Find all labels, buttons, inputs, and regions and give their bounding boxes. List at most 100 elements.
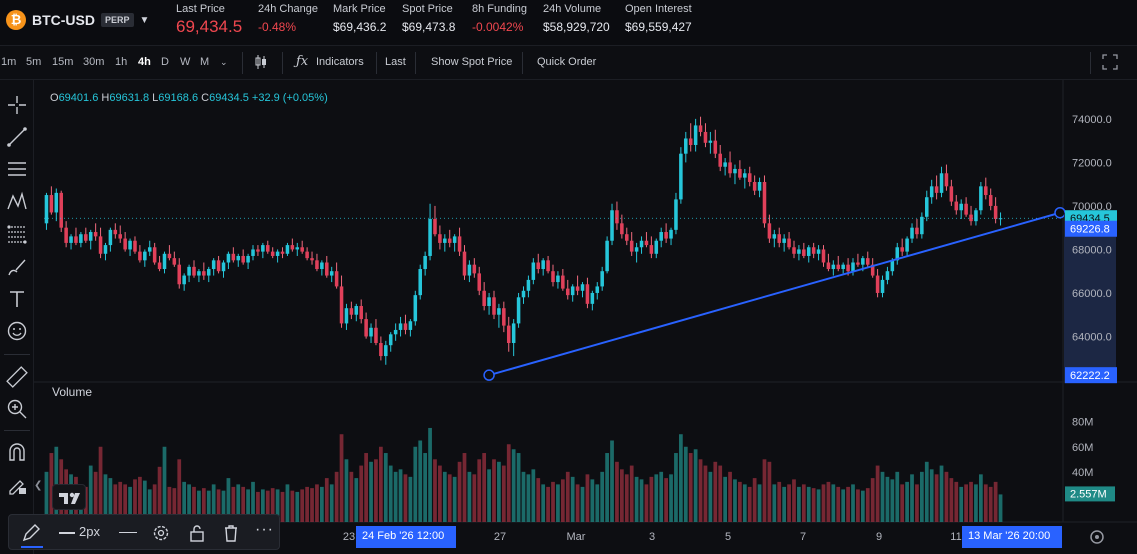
volume-bar [142, 480, 147, 522]
timeframe-m[interactable]: M [200, 56, 210, 68]
candle-body [374, 327, 378, 344]
candle-body [826, 262, 831, 270]
candle [644, 232, 649, 248]
ohlc-close: 69434.5 [209, 92, 249, 104]
timeframe-d[interactable]: D [161, 56, 169, 68]
candle [231, 247, 236, 263]
unlock-icon[interactable] [187, 523, 207, 543]
pattern-tool-icon[interactable] [6, 191, 28, 213]
magnet-icon[interactable] [6, 442, 28, 464]
candle [802, 242, 806, 259]
candle [747, 166, 752, 187]
fullscreen-icon[interactable] [1102, 54, 1118, 70]
candle-body [325, 262, 329, 276]
candle [261, 242, 265, 259]
candle [580, 282, 585, 298]
text-tool-icon[interactable] [6, 288, 28, 310]
volume-bar [693, 449, 698, 522]
time-tick-label: 11 [950, 531, 961, 543]
volume-bar [506, 444, 511, 522]
candle [182, 273, 186, 291]
volume-bar [305, 486, 309, 522]
candle [315, 253, 319, 272]
tradingview-logo-icon[interactable] [52, 484, 86, 510]
candle [467, 260, 472, 283]
volume-bar [334, 471, 339, 522]
crosshair-icon[interactable] [6, 94, 28, 116]
candle-body [880, 279, 885, 293]
candle-body [674, 199, 678, 230]
line-style-icon[interactable] [119, 532, 137, 533]
candle [497, 303, 501, 328]
indicators-fx-icon[interactable]: ƒx [296, 54, 309, 69]
candle-body [743, 173, 747, 178]
candle-body [300, 247, 304, 252]
candle [482, 282, 486, 311]
show-spot-price-toggle[interactable]: Show Spot Price [431, 56, 513, 68]
timeframe-30m[interactable]: 30m [83, 56, 105, 68]
more-options-icon[interactable]: ··· [255, 521, 274, 538]
timeframe-dropdown-icon[interactable]: ⌄ [220, 57, 228, 67]
lock-drawings-icon[interactable] [6, 474, 28, 496]
volume-bar [447, 474, 452, 522]
ruler-icon[interactable] [6, 366, 28, 388]
volume-bar [924, 461, 929, 522]
candle-body [49, 195, 54, 213]
emoji-icon[interactable] [6, 320, 28, 342]
candle-body [497, 308, 501, 315]
candle [290, 238, 295, 252]
volume-bar [806, 486, 811, 522]
chart-settings-icon[interactable] [1088, 528, 1106, 546]
delete-trash-icon[interactable] [221, 523, 241, 543]
line-width-icon[interactable] [59, 532, 75, 534]
fib-retracement-icon[interactable] [6, 223, 28, 245]
volume-bar [836, 486, 841, 522]
candle [369, 323, 373, 344]
volume-bar [983, 484, 988, 522]
ohlc-legend: O69401.6 H69631.8 L69168.6 C69434.5 +32.… [50, 92, 328, 104]
volume-bar [521, 471, 526, 522]
candle-type-icon[interactable] [253, 54, 269, 70]
candle-body [256, 249, 260, 252]
symbol-selector[interactable]: ₿ BTC-USD PERP ▼ [6, 10, 149, 30]
time-tick-label: 23 [343, 531, 355, 543]
candle-body [575, 286, 580, 291]
horizontal-lines-icon[interactable] [6, 158, 28, 180]
candle-body [133, 240, 137, 252]
indicators-button[interactable]: Indicators [316, 56, 364, 68]
stat-24h-change: 24h Change -0.48% [258, 3, 318, 34]
volume-bar [826, 481, 831, 522]
settings-gear-icon[interactable] [151, 523, 171, 543]
timeframe-5m[interactable]: 5m [26, 56, 42, 68]
quick-order-button[interactable]: Quick Order [537, 56, 597, 68]
drawing-tools-rail [0, 80, 34, 554]
candle [910, 223, 914, 243]
candle [413, 290, 418, 326]
volume-bar [300, 489, 305, 522]
stroke-width-value[interactable]: 2px [79, 524, 100, 539]
candle-body [138, 251, 142, 261]
volume-bar [551, 481, 555, 522]
candle [221, 260, 226, 278]
expand-panel-icon[interactable]: ❮ [34, 480, 43, 491]
timeframe-1m[interactable]: 1m [1, 56, 17, 68]
timeframe-4h[interactable]: 4h [138, 56, 151, 68]
volume-bar [442, 471, 447, 522]
brush-icon[interactable] [6, 256, 28, 278]
trend-anchor-price-tag: 62222.2 [1070, 370, 1110, 382]
trend-line-icon[interactable] [6, 126, 28, 148]
zoom-in-icon[interactable] [6, 398, 28, 420]
pencil-icon[interactable] [21, 523, 41, 543]
timeframe-15m[interactable]: 15m [52, 56, 74, 68]
timeframe-1h[interactable]: 1h [115, 56, 128, 68]
last-price-toggle[interactable]: Last [385, 56, 406, 68]
timeframe-w[interactable]: W [180, 56, 191, 68]
candle [792, 240, 796, 259]
candle [752, 175, 757, 196]
candle [320, 260, 324, 276]
candle [979, 181, 983, 215]
candle-body [329, 271, 334, 276]
volume-axis: 80M60M40M20M2.557M [1065, 417, 1115, 504]
candle [162, 251, 167, 274]
